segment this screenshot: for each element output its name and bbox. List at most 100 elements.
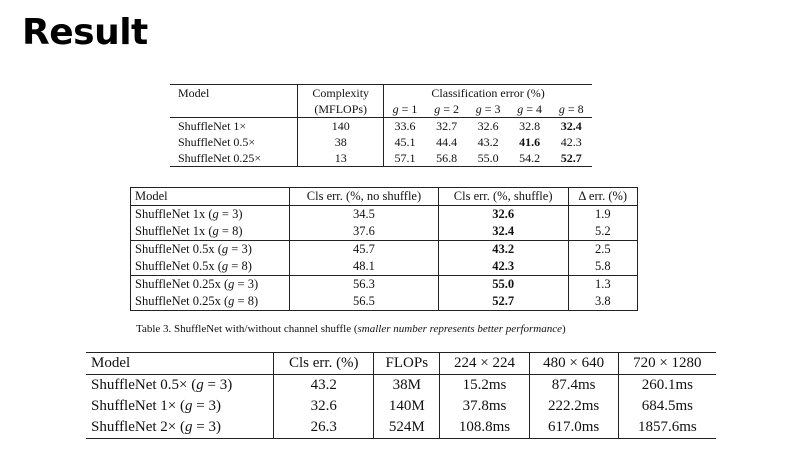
model-cell: ShuffleNet 0.5× (g = 3) [86, 374, 275, 396]
delta-value: 5.2 [567, 223, 639, 241]
complexity-header: Complexity [297, 84, 385, 101]
table-row: ShuffleNet 1x (g = 8) 37.6 32.4 5.2 [129, 223, 639, 241]
model-cell: ShuffleNet 2× (g = 3) [86, 417, 275, 439]
table-body: ShuffleNet 0.5× (g = 3) 43.2 38M 15.2ms 87.4… [86, 374, 716, 439]
complexity-value: 13 [297, 150, 385, 167]
model-name: ShuffleNet 1× [91, 398, 177, 414]
no-shuffle-value: 56.5 [289, 293, 439, 311]
group-value: 3 [241, 242, 248, 256]
error-value: 55.0 [467, 150, 509, 167]
group-symbol: g [212, 207, 219, 221]
error-value: 54.2 [508, 150, 551, 167]
delta-err-header: Δ err. (%) [567, 187, 639, 206]
error-value: 32.7 [436, 119, 458, 133]
time-480-value: 222.2ms [529, 396, 619, 417]
group-value: 1 [411, 102, 418, 116]
table-row: ShuffleNet 0.5x (g = 3) 45.7 43.2 2.5 [129, 240, 639, 258]
group-value: 3 [219, 377, 228, 393]
no-shuffle-value: 37.6 [289, 223, 439, 241]
model-cell: ShuffleNet 0.5x (g = 8) [129, 258, 291, 276]
complexity-value: 38 [297, 134, 385, 150]
table-row: ShuffleNet 0.5× (g = 3) 43.2 38M 15.2ms 87.4… [86, 374, 716, 396]
table-header-row: Model Complexity Classification error (%… [170, 84, 592, 101]
group-header-2: g = 2 [425, 101, 468, 118]
res-720-header: 720 × 1280 [618, 352, 716, 375]
shuffle-header: Cls err. (%, shuffle) [437, 187, 569, 206]
group-symbol: g [185, 398, 193, 414]
shuffle-value: 55.0 [437, 275, 569, 293]
error-value: 52.7 [550, 150, 592, 167]
group-value: 3 [208, 398, 216, 414]
cls-error-header: Classification error (%) [383, 84, 592, 101]
no-shuffle-value: 56.3 [289, 275, 439, 293]
error-value: 32.8 [519, 119, 541, 133]
flops-value: 524M [373, 417, 441, 439]
time-224-value: 108.8ms [439, 417, 530, 439]
model-name: ShuffleNet 1× [170, 117, 299, 134]
flops-header: FLOPs [373, 352, 441, 375]
model-header: Model [86, 352, 275, 375]
group-value: 4 [536, 102, 543, 116]
error-value: 44.4 [436, 135, 458, 149]
model-cell: ShuffleNet 1x (g = 3) [129, 205, 291, 223]
model-name: ShuffleNet 0.25x [135, 294, 221, 308]
group-value: 8 [241, 259, 248, 273]
error-value: 42.3 [560, 135, 582, 149]
no-shuffle-value: 45.7 [289, 240, 439, 258]
empty-header-cell [170, 101, 299, 118]
error-value: 41.6 [519, 135, 541, 149]
model-cell: ShuffleNet 1× (g = 3) [86, 396, 275, 417]
group-symbol: g [228, 277, 235, 291]
error-value: 43.2 [477, 135, 499, 149]
model-name: ShuffleNet 0.5x [135, 242, 215, 256]
group-value: 3 [208, 419, 216, 435]
model-name: ShuffleNet 2× [91, 419, 177, 435]
group-value: 3 [494, 102, 501, 116]
group-symbol: g [196, 377, 204, 393]
model-name: ShuffleNet 1x [135, 207, 206, 221]
model-name: ShuffleNet 1x [135, 224, 206, 238]
res-224-header: 224 × 224 [439, 352, 530, 375]
caption-text-end: ) [562, 323, 566, 335]
table-body: ShuffleNet 1x (g = 3) 34.5 32.6 1.9 ShuffleN… [129, 205, 639, 311]
group-value: 2 [453, 102, 459, 116]
error-value: 45.1 [394, 135, 416, 149]
model-header: Model [129, 187, 291, 206]
model-name: ShuffleNet 0.5× [91, 377, 188, 393]
table-caption: Table 3. ShuffleNet with/without channel… [136, 323, 566, 335]
flops-value: 38M [373, 374, 441, 396]
table-row: ShuffleNet 0.25× 13 57.1 56.8 55.0 54.2 52.7 [170, 150, 592, 167]
no-shuffle-value: 48.1 [289, 258, 439, 276]
table-row: ShuffleNet 0.5x (g = 8) 48.1 42.3 5.8 [129, 258, 639, 276]
flops-value: 140M [373, 396, 441, 417]
error-value: 57.1 [383, 150, 426, 167]
table-row: ShuffleNet 0.25x (g = 8) 56.5 52.7 3.8 [129, 293, 639, 311]
shuffle-value: 42.3 [437, 258, 569, 276]
model-cell: ShuffleNet 0.25x (g = 3) [129, 275, 291, 293]
complexity-unit-header: (MFLOPs) [297, 101, 385, 118]
time-480-value: 617.0ms [529, 417, 619, 439]
table-row: ShuffleNet 1× 140 33.6 32.7 32.6 32.8 32.4 [170, 117, 592, 134]
group-value: 8 [232, 224, 239, 238]
group-symbol: g [221, 242, 229, 256]
table-header-row: (MFLOPs) g = 1 g = 2 g = 3 g = 4 g = 8 [170, 101, 592, 118]
delta-value: 3.8 [567, 293, 639, 311]
group-header-8: g = 8 [550, 101, 592, 118]
delta-value: 5.8 [567, 258, 639, 276]
model-name: ShuffleNet 0.25x [135, 277, 221, 291]
group-header-4: g = 4 [508, 101, 551, 118]
group-symbol: g [228, 294, 235, 308]
group-number-table: Model Complexity Classification error (%… [170, 84, 592, 167]
group-value: 8 [577, 102, 584, 116]
table-header-row: Model Cls err. (%) FLOPs 224 × 224 480 ×… [86, 352, 716, 375]
model-cell: ShuffleNet 0.5x (g = 3) [129, 240, 291, 258]
group-symbol: g [212, 224, 219, 238]
group-header-1: g = 1 [383, 101, 426, 118]
model-header: Model [170, 84, 299, 101]
slide-title: Result [22, 12, 148, 53]
time-480-value: 87.4ms [529, 374, 619, 396]
table-row: ShuffleNet 1x (g = 3) 34.5 32.6 1.9 [129, 205, 639, 223]
time-720-value: 260.1ms [641, 377, 693, 393]
no-shuffle-value: 34.5 [289, 205, 439, 223]
group-value: 3 [232, 207, 239, 221]
